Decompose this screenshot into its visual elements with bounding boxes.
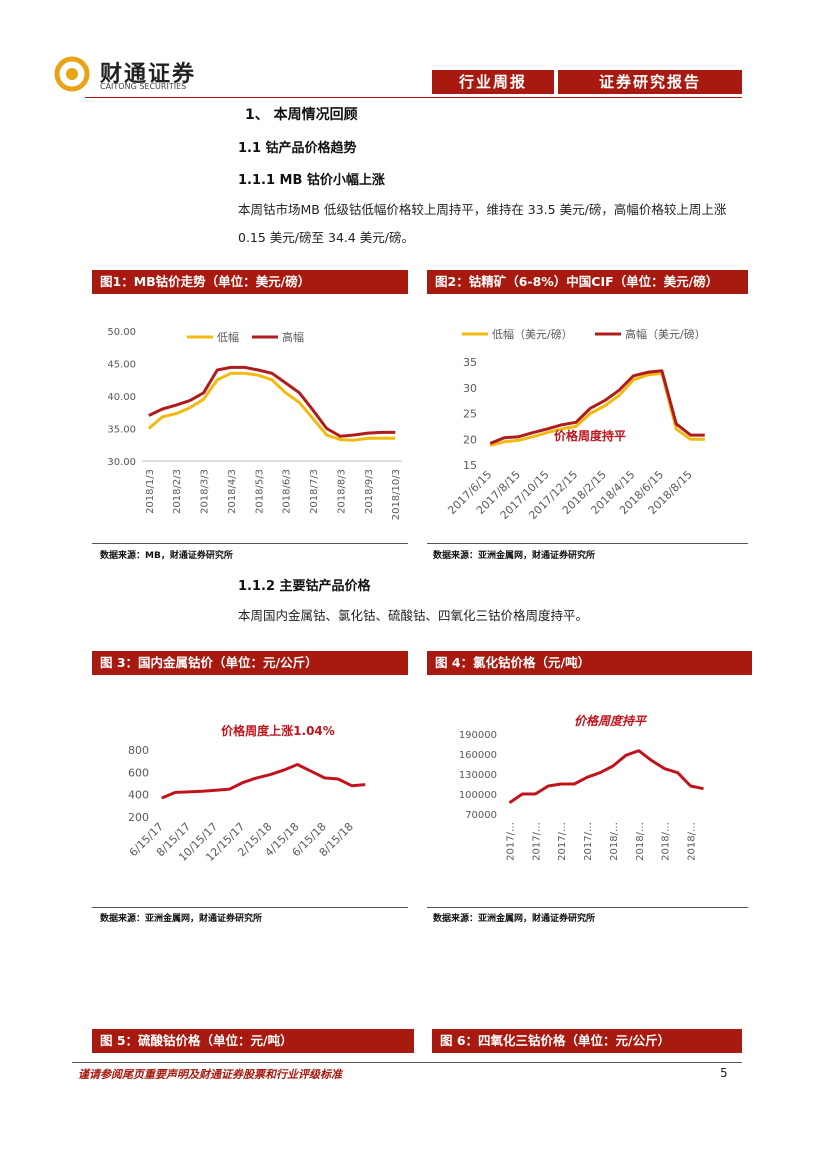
page-number: 5 — [720, 1066, 728, 1080]
y-tick-label: 50.00 — [107, 327, 136, 338]
paragraph: 本周钴市场MB 低级钴低幅价格较上周持平，维持在 33.5 美元/磅，高幅价格较… — [238, 202, 727, 245]
heading: 1、 本周情况回顾 — [245, 107, 358, 123]
figure-title: 图 5：硫酸钴价格（单位：元/吨） — [92, 1029, 414, 1053]
x-tick-label: 2018/7/3 — [309, 469, 320, 514]
figure-title: 图 6：四氧化三钴价格（单位：元/公斤） — [432, 1029, 742, 1053]
heading: 1.1 钴产品价格趋势 — [238, 141, 357, 156]
line — [489, 369, 705, 445]
source: 数据来源：亚洲金属网，财通证券研究所 — [433, 914, 596, 924]
y-tick-label: 15 — [463, 459, 477, 472]
line — [147, 371, 396, 442]
x-tick-label: 2018/10/3 — [391, 469, 402, 520]
x-tick-label: 2018/… — [661, 822, 672, 861]
line — [148, 365, 396, 438]
chart: 2004006008006/15/178/15/1710/15/1712/15/… — [127, 723, 366, 864]
x-tick-label: 2018/5/3 — [254, 469, 265, 514]
annotation: 价格周度持平 — [554, 428, 626, 443]
chart: 30.00 35.00 40.00 45.00 50.00 2018/1/3 2018/2/… — [107, 327, 402, 520]
annotation: 价格周度上涨1.04% — [221, 723, 335, 738]
y-tick-label: 30 — [463, 382, 477, 395]
figure-title: 图1：MB钴价走势（单位：美元/磅） — [92, 270, 408, 294]
line — [161, 763, 366, 800]
rule — [427, 543, 748, 544]
logo-en: CAITONG SECURITIES — [100, 82, 187, 91]
logo-text: 财通证券 — [100, 62, 197, 87]
paragraph: 本周国内金属钴、氯化钴、硫酸钴、四氧化三钴价格周度持平。 — [238, 608, 589, 623]
rule — [92, 907, 408, 908]
x-tick-label: 2018/3/3 — [200, 469, 211, 514]
y-tick-label: 35.00 — [107, 425, 136, 436]
figure-title: 图 4：氯化钴价格（元/吨） — [427, 651, 752, 675]
y-tick-label: 40.00 — [107, 392, 136, 403]
figure-title: 图 3：国内金属钴价（单位：元/公斤） — [92, 651, 408, 675]
x-tick-label: 2018/6/3 — [282, 469, 293, 514]
y-tick-label: 35 — [463, 356, 477, 369]
x-tick-label: 2017/… — [531, 822, 542, 861]
legend-label: 高幅（美元/磅） — [625, 327, 706, 341]
x-tick-label: 2018/… — [609, 822, 620, 861]
x-tick-label: 2018/… — [635, 822, 646, 861]
y-tick-label: 200 — [128, 811, 149, 824]
legend-label: 低幅 — [217, 331, 239, 344]
y-tick-label: 45.00 — [107, 360, 136, 371]
x-tick-label: 2018/9/3 — [364, 469, 375, 514]
y-tick-label: 160000 — [459, 750, 497, 761]
annotation: 价格周度持平 — [574, 714, 648, 728]
legend-label: 低幅（美元/磅） — [492, 327, 573, 341]
figure-title: 图2：钴精矿（6-8%）中国CIF（单位：美元/磅） — [427, 270, 748, 294]
y-tick-label: 70000 — [465, 810, 497, 821]
y-tick-label: 30.00 — [107, 457, 136, 468]
x-tick-label: 2018/1/3 — [145, 469, 156, 514]
tag: 行业周报 — [432, 70, 554, 94]
chart: 15202530352017/6/152017/8/152017/10/1520… — [445, 327, 706, 522]
x-tick-label: 2017/… — [557, 822, 568, 861]
y-tick-label: 190000 — [459, 730, 497, 741]
x-tick-label: 2018/… — [687, 822, 698, 861]
logo-icon — [54, 56, 90, 92]
footer-note: 谨请参阅尾页重要声明及财通证券股票和行业评级标准 — [78, 1068, 342, 1081]
y-tick-label: 800 — [128, 744, 149, 757]
y-tick-label: 400 — [128, 789, 149, 802]
tag: 证券研究报告 — [558, 70, 742, 94]
header-rule — [85, 97, 742, 98]
source: 数据来源：亚洲金属网，财通证券研究所 — [100, 914, 263, 924]
x-tick-label: 2017/… — [583, 822, 594, 861]
heading: 1.1.1 MB 钴价小幅上涨 — [238, 173, 385, 188]
footer-rule — [72, 1062, 742, 1063]
y-tick-label: 20 — [463, 433, 477, 446]
x-tick-label: 2017/… — [505, 822, 516, 861]
y-tick-label: 100000 — [459, 790, 497, 801]
source: 数据来源：亚洲金属网，财通证券研究所 — [433, 551, 596, 561]
x-tick-label: 2018/2/3 — [172, 469, 183, 514]
chart: 70000 100000 130000 160000 190000 2017/… 2017/… — [459, 714, 704, 861]
rule — [92, 543, 408, 544]
rule — [427, 907, 748, 908]
y-tick-label: 600 — [128, 766, 149, 779]
x-tick-label: 2018/8/3 — [336, 469, 347, 514]
line — [508, 749, 704, 804]
heading: 1.1.2 主要钴产品价格 — [238, 579, 371, 594]
y-tick-label: 25 — [463, 408, 477, 421]
legend-label: 高幅 — [282, 330, 304, 344]
x-tick-label: 2018/4/3 — [227, 469, 238, 514]
source: 数据来源：MB，财通证券研究所 — [100, 551, 233, 561]
y-tick-label: 130000 — [459, 770, 497, 781]
